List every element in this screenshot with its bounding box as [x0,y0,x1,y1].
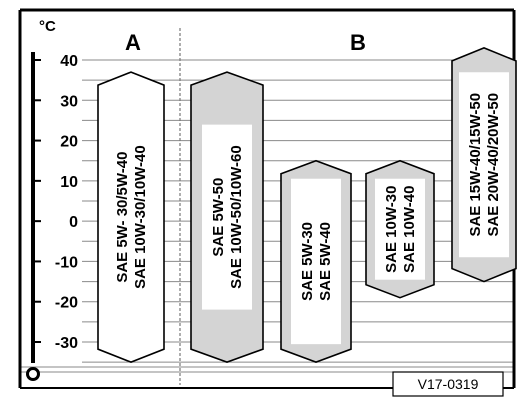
viscosity-grade-label: SAE 10W-40 [401,186,418,273]
bar-label-panel [202,124,252,310]
viscosity-grade-label: SAE 5W- 30/5W-40 [114,152,131,283]
tick-label: 20 [60,134,78,151]
thermometer-icon [26,52,40,381]
viscosity-bar-shape [97,71,165,364]
viscosity-bar: SAE 10W-30 SAE 10W-40 [365,159,435,299]
bar-label-panel [459,72,509,258]
tick-label: -10 [55,254,78,271]
viscosity-grade-label: SAE 20W-40/20W-50 [485,93,502,237]
viscosity-bar: SAE 5W-30 SAE 5W-40 [280,159,352,363]
unit-label: °C [39,18,56,35]
viscosity-bar: SAE 5W- 30/5W-40 SAE 10W-30/10W-40 [97,71,165,364]
viscosity-bar: SAE 15W-40/15W-50 SAE 20W-40/20W-50 [451,47,517,283]
reference-box: V17-0319 [392,371,504,397]
thermometer-bulb [26,367,40,381]
chart-frame [18,8,516,389]
tick-label: 0 [69,214,78,231]
tick-label: 40 [60,53,78,70]
temperature-axis: °C 40 30 20 10 0 -10 -20 -30 [33,18,78,352]
viscosity-grade-label: SAE 5W-30 [299,222,316,301]
bar-label-panel [291,178,341,345]
viscosity-grade-label: SAE 10W-50/10W-60 [228,145,245,289]
bar-label-panel [375,178,425,280]
tick-label: -20 [55,295,78,312]
viscosity-bar: SAE 5W-50 SAE 10W-50/10W-60 [190,71,264,363]
viscosity-grade-label: SAE 15W-40/15W-50 [467,93,484,237]
viscosity-grade-label: SAE 5W-40 [317,222,334,301]
tick-label: 10 [60,174,78,191]
viscosity-grade-label: SAE 5W-50 [210,178,227,257]
section-label-b: B [350,30,366,55]
grid-lines [20,59,514,373]
viscosity-bars: SAE 5W- 30/5W-40 SAE 10W-30/10W-40 SAE 5W-… [97,47,517,364]
tick-label: 30 [60,93,78,110]
reference-code: V17-0319 [418,376,479,392]
tick-label: -30 [55,335,78,352]
reference-box-frame [392,371,504,397]
viscosity-grade-label: SAE 10W-30/10W-40 [132,145,149,289]
section-label-a: A [125,30,141,55]
viscosity-grade-label: SAE 10W-30 [383,186,400,273]
